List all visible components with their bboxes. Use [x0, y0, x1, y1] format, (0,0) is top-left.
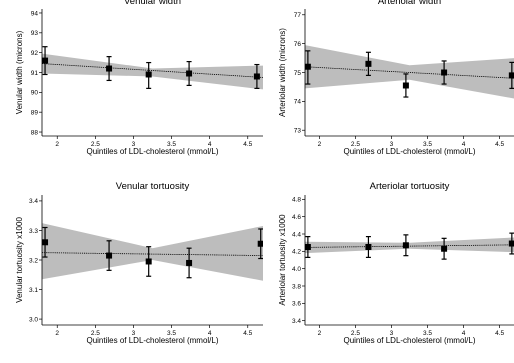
x-tick-label: 2.5 — [91, 330, 100, 337]
y-tick-label: 3.4 — [29, 198, 38, 205]
y-tick-label: 3.4 — [292, 318, 301, 325]
y-tick-label: 76 — [294, 41, 302, 48]
y-tick-label: 92 — [31, 50, 39, 57]
data-point — [305, 244, 311, 250]
y-tick-label: 4.6 — [292, 214, 301, 221]
chart-panel-2: 2 2.5 3 3.5 4 4.5 73 74 75 76 77 Arteriolar width Qu… — [278, 0, 514, 156]
x-tick-label: 4.5 — [495, 330, 504, 337]
data-point — [42, 57, 49, 64]
data-point — [186, 70, 193, 77]
x-tick-label: 3.5 — [423, 141, 432, 148]
data-point — [106, 65, 113, 72]
data-point — [145, 71, 152, 78]
chart-title: Venular tortuosity — [116, 181, 190, 192]
y-tick-label: 89 — [31, 109, 39, 116]
x-tick-label: 2 — [318, 141, 322, 148]
y-tick-label: 90 — [31, 90, 39, 97]
data-point — [145, 258, 152, 265]
x-axis-label: Quintiles of LDL-cholesterol (mmol/L) — [343, 336, 475, 345]
chart-title: Arteriolar width — [378, 0, 441, 7]
x-axis-label: Quintiles of LDL-cholesterol (mmol/L) — [86, 336, 218, 345]
y-axis-label: Venular width (microns) — [15, 30, 24, 114]
confidence-band — [305, 237, 514, 254]
x-tick-label: 3.5 — [423, 330, 432, 337]
plot-area — [305, 232, 514, 260]
y-tick-label: 3.6 — [292, 301, 301, 308]
data-point — [106, 252, 113, 259]
y-tick-label: 74 — [294, 99, 302, 106]
confidence-band — [42, 53, 263, 90]
data-point — [186, 259, 193, 266]
y-tick-label: 4.8 — [292, 197, 301, 204]
x-tick-label: 4 — [208, 141, 212, 148]
x-tick-label: 2.5 — [91, 141, 100, 148]
data-point — [402, 242, 409, 249]
data-point — [508, 72, 514, 79]
y-tick-label: 4.2 — [292, 249, 301, 256]
y-tick-label: 4.0 — [292, 266, 301, 273]
y-tick-label: 93 — [31, 30, 39, 37]
y-axis-label: Venular tortuosity x1000 — [15, 217, 24, 303]
y-tick-label: 73 — [294, 128, 302, 135]
data-point — [257, 240, 263, 247]
y-tick-label: 3.2 — [29, 257, 38, 264]
x-tick-label: 3 — [390, 330, 394, 337]
y-tick-label: 4.4 — [292, 231, 301, 238]
y-axis-label: Arteriolar tortuosity x1000 — [278, 214, 287, 306]
chart-title: Venular width — [124, 0, 181, 7]
x-tick-label: 4 — [208, 330, 212, 337]
x-axis-label: Quintiles of LDL-cholesterol (mmol/L) — [343, 147, 475, 156]
y-tick-label: 94 — [31, 10, 39, 17]
chart-panel-1: 2 2.5 3 3.5 4 4.5 88 89 90 91 92 93 94 Venular width Q… — [15, 0, 263, 156]
y-tick-label: 3.1 — [29, 287, 38, 294]
data-point — [508, 240, 514, 247]
confidence-band — [42, 223, 263, 281]
x-axis-label: Quintiles of LDL-cholesterol (mmol/L) — [86, 147, 218, 156]
y-tick-label: 75 — [294, 70, 302, 77]
chart-panel-3: 2 2.5 3 3.5 4 4.5 3.0 3.1 3.2 3.3 3.4 Venular tortu… — [15, 181, 263, 345]
y-tick-label: 3.0 — [29, 316, 38, 323]
y-tick-label: 88 — [31, 129, 39, 136]
plot-area — [42, 46, 263, 90]
x-tick-label: 4 — [462, 330, 466, 337]
chart-title: Arteriolar tortuosity — [370, 181, 450, 192]
data-point — [365, 60, 372, 67]
data-point — [441, 245, 448, 252]
trend-line — [305, 66, 514, 79]
data-point — [441, 69, 448, 76]
x-tick-label: 2 — [318, 330, 322, 337]
x-tick-label: 4.5 — [243, 141, 252, 148]
data-point — [305, 63, 311, 70]
x-tick-label: 2 — [55, 141, 59, 148]
x-tick-label: 3 — [390, 141, 394, 148]
data-point — [402, 82, 409, 89]
x-tick-label: 4.5 — [243, 330, 252, 337]
x-tick-label: 3 — [132, 141, 136, 148]
plot-area — [42, 223, 263, 281]
y-tick-label: 3.8 — [292, 283, 301, 290]
y-tick-label: 91 — [31, 70, 39, 77]
x-tick-label: 2 — [55, 330, 59, 337]
y-tick-label: 3.3 — [29, 228, 38, 235]
y-tick-label: 77 — [294, 12, 302, 19]
trend-line — [42, 252, 263, 256]
plot-area — [305, 45, 514, 99]
x-tick-label: 2.5 — [351, 330, 360, 337]
confidence-band — [305, 45, 514, 99]
x-tick-label: 3 — [132, 330, 136, 337]
data-point — [253, 73, 260, 80]
x-tick-label: 3.5 — [167, 141, 176, 148]
x-tick-label: 4 — [462, 141, 466, 148]
data-point — [365, 244, 372, 250]
data-point — [42, 239, 49, 246]
chart-panel-4: 2 2.5 3 3.5 4 4.5 3.4 3.6 3.8 4.0 4.2 4.4 4.6 4.8 Arte… — [278, 181, 514, 345]
y-axis-label: Arteriolar width (microns) — [278, 28, 287, 117]
x-tick-label: 4.5 — [495, 141, 504, 148]
x-tick-label: 3.5 — [167, 330, 176, 337]
x-tick-label: 2.5 — [351, 141, 360, 148]
